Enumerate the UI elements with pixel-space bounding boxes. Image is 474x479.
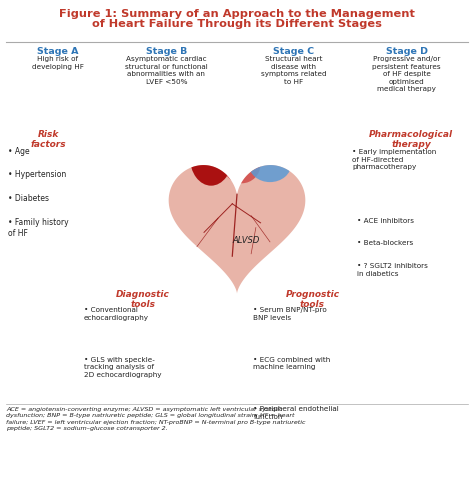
Text: • Family history
of HF: • Family history of HF bbox=[9, 218, 69, 238]
Ellipse shape bbox=[190, 128, 232, 186]
Text: Stage B: Stage B bbox=[146, 46, 187, 56]
Text: • ECG combined with
machine learning: • ECG combined with machine learning bbox=[254, 357, 331, 370]
Text: Progressive and/or
persistent features
of HF despite
optimised
medical therapy: Progressive and/or persistent features o… bbox=[373, 56, 441, 92]
Text: Prognostic
tools: Prognostic tools bbox=[285, 289, 339, 309]
Text: Pharmacological
therapy: Pharmacological therapy bbox=[369, 130, 454, 149]
Ellipse shape bbox=[249, 147, 291, 182]
Text: Figure 1: Summary of an Approach to the Management: Figure 1: Summary of an Approach to the … bbox=[59, 9, 415, 19]
Polygon shape bbox=[169, 165, 305, 294]
Text: Structural heart
disease with
symptoms related
to HF: Structural heart disease with symptoms r… bbox=[261, 56, 327, 85]
Text: Asymptomatic cardiac
structural or functional
abnormalities with an
LVEF <50%: Asymptomatic cardiac structural or funct… bbox=[125, 56, 208, 85]
Text: • Hypertension: • Hypertension bbox=[9, 171, 67, 180]
Text: • Early implementation
of HF-directed
pharmacotherapy: • Early implementation of HF-directed ph… bbox=[353, 149, 437, 170]
Text: Diagnostic
tools: Diagnostic tools bbox=[116, 289, 170, 309]
Text: • Age: • Age bbox=[9, 147, 30, 156]
Text: • GLS with speckle-
tracking analysis of
2D echocardiography: • GLS with speckle- tracking analysis of… bbox=[84, 357, 161, 377]
Text: Stage C: Stage C bbox=[273, 46, 314, 56]
Text: of Heart Failure Through its Different Stages: of Heart Failure Through its Different S… bbox=[92, 20, 382, 30]
Text: High risk of
developing HF: High risk of developing HF bbox=[32, 56, 84, 69]
Text: • Peripheral endothelial
function: • Peripheral endothelial function bbox=[254, 406, 339, 420]
Text: Stage A: Stage A bbox=[37, 46, 79, 56]
Text: • Beta-blockers: • Beta-blockers bbox=[357, 240, 413, 247]
Text: • Diabetes: • Diabetes bbox=[9, 194, 49, 203]
Text: ALVSD: ALVSD bbox=[233, 237, 260, 245]
Text: Risk
factors: Risk factors bbox=[31, 130, 66, 149]
Text: • Conventional
echocardiography: • Conventional echocardiography bbox=[84, 307, 149, 320]
Text: • Serum BNP/NT-pro
BNP levels: • Serum BNP/NT-pro BNP levels bbox=[254, 307, 327, 320]
Text: • ? SGLT2 inhibitors
in diabetics: • ? SGLT2 inhibitors in diabetics bbox=[357, 263, 428, 277]
Text: ACE = angiotensin-converting enzyme; ALVSD = asymptomatic left ventricular systo: ACE = angiotensin-converting enzyme; ALV… bbox=[6, 407, 306, 431]
Text: Stage D: Stage D bbox=[386, 46, 428, 56]
Ellipse shape bbox=[223, 145, 261, 183]
Text: • ACE inhibitors: • ACE inhibitors bbox=[357, 217, 414, 224]
